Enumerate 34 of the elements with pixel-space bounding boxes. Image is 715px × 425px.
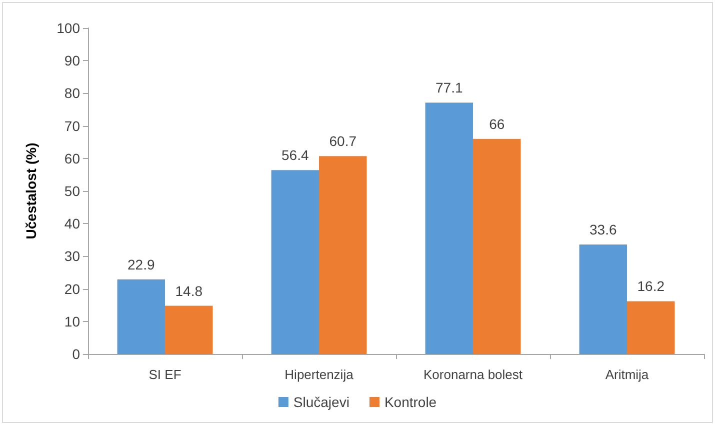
data-label: 33.6 (590, 221, 617, 238)
bar (165, 306, 213, 354)
bar (579, 244, 627, 354)
y-tick-label: 60 (64, 150, 80, 166)
y-tick-label: 40 (64, 216, 80, 232)
y-tick-label: 30 (64, 248, 80, 264)
x-tick-label: Hipertenzija (284, 367, 354, 382)
y-tick-label: 70 (64, 118, 80, 134)
bar (425, 102, 473, 354)
legend-label: Kontrole (384, 394, 437, 410)
bar (319, 156, 367, 354)
data-label: 56.4 (282, 147, 309, 164)
data-label: 14.8 (175, 282, 203, 299)
y-tick-label: 10 (64, 313, 80, 330)
y-tick-label: 50 (64, 183, 80, 199)
data-label: 22.9 (128, 256, 155, 272)
data-label: 77.1 (436, 80, 463, 96)
bar (117, 279, 165, 354)
x-tick-label: Koronarna bolest (423, 367, 523, 382)
y-tick-label: 80 (64, 85, 80, 102)
data-label: 16.2 (637, 278, 665, 294)
x-tick-label: Aritmija (605, 367, 650, 382)
y-tick-label: 0 (72, 346, 80, 362)
legend-label: Slučajevi (293, 394, 350, 410)
bar (473, 138, 521, 354)
bar (627, 301, 675, 354)
y-axis-title: Učestalost (%) (23, 142, 39, 240)
data-label: 60.7 (329, 133, 357, 150)
data-label: 66 (489, 116, 505, 132)
bar (271, 170, 319, 354)
y-tick-label: 100 (56, 20, 80, 36)
y-tick-label: 90 (64, 52, 80, 69)
x-tick-label: SI EF (148, 367, 182, 382)
y-tick-label: 20 (64, 280, 80, 297)
